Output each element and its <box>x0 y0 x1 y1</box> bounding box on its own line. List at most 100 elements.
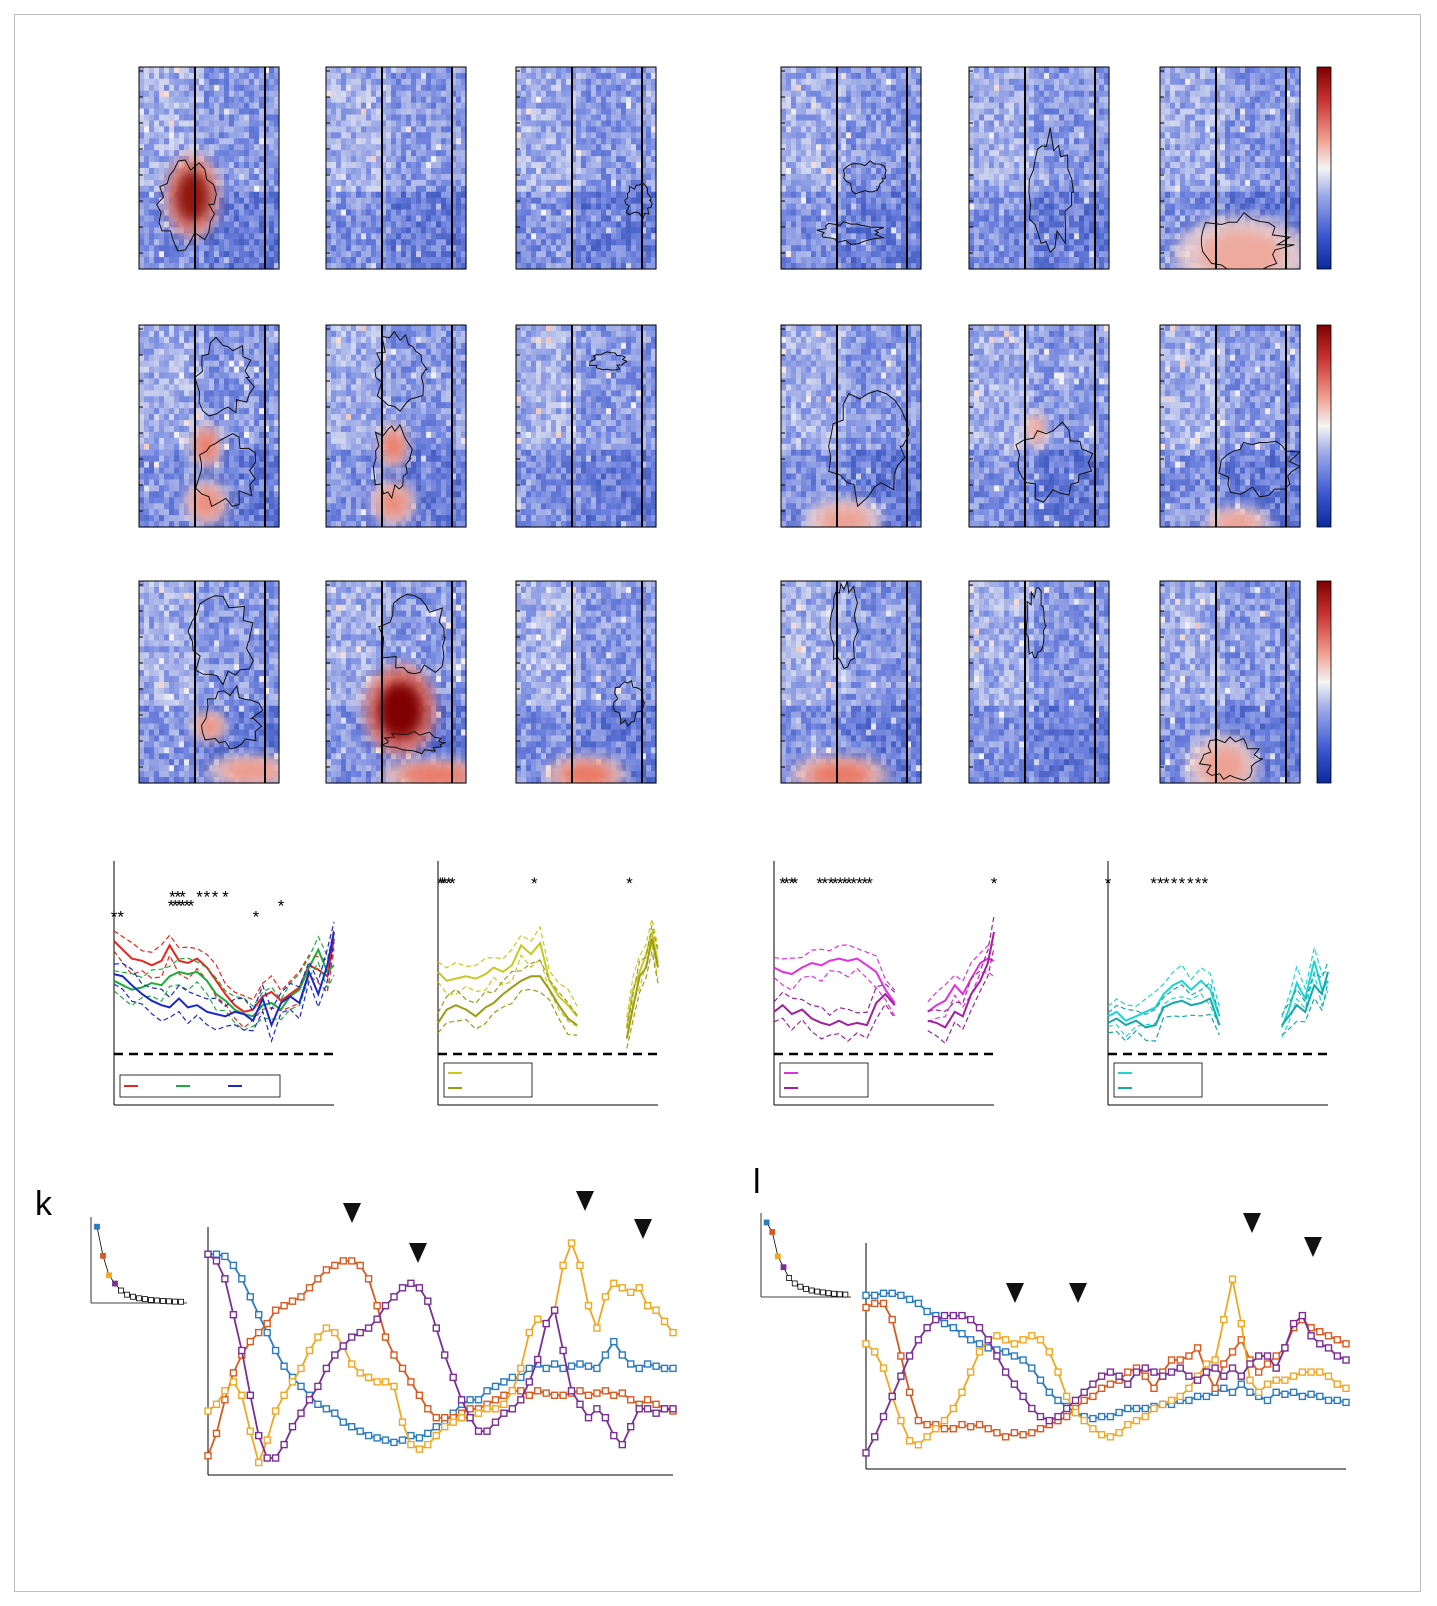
heatmap-cell <box>786 239 792 246</box>
heatmap-cell <box>1009 85 1015 92</box>
heatmap-cell <box>1064 67 1070 74</box>
heatmap-cell <box>841 192 847 199</box>
heatmap-cell <box>149 67 155 74</box>
heatmap-cell <box>581 126 587 133</box>
heatmap-cell <box>586 198 592 205</box>
heatmap-cell <box>616 150 622 157</box>
heatmap-cell <box>876 168 882 175</box>
heatmap-cell <box>1099 132 1105 139</box>
heatmap-cell <box>356 186 362 193</box>
heatmap-cell <box>591 204 597 211</box>
heatmap-cell <box>616 251 622 258</box>
heatmap-cell <box>556 144 562 151</box>
heatmap-cell <box>621 126 627 133</box>
heatmap-cell <box>219 168 225 175</box>
heatmap-cell <box>591 233 597 240</box>
heatmap-cell <box>974 192 980 199</box>
heatmap-cell <box>456 67 462 74</box>
heatmap-cell <box>541 210 547 217</box>
heatmap-cell <box>871 210 877 217</box>
heatmap-cell <box>209 138 215 145</box>
heatmap-cell <box>164 79 170 86</box>
heatmap-cell <box>561 180 567 187</box>
heatmap-cell <box>1089 180 1095 187</box>
heatmap-cell <box>149 97 155 104</box>
heatmap-cell <box>796 162 802 169</box>
heatmap-cell <box>159 162 165 169</box>
heatmap-cell <box>1039 168 1045 175</box>
heatmap-cell <box>999 251 1005 258</box>
heatmap-cell <box>406 251 412 258</box>
heatmap-cell <box>259 150 265 157</box>
heatmap-cell <box>1009 109 1015 116</box>
heatmap-cell <box>816 73 822 80</box>
heatmap-cell <box>1059 198 1065 205</box>
heatmap-cell <box>781 91 787 98</box>
heatmap-cell <box>1009 233 1015 240</box>
heatmap-cell <box>616 103 622 110</box>
heatmap-cell <box>269 204 275 211</box>
heatmap-cell <box>974 138 980 145</box>
heatmap-cell <box>356 73 362 80</box>
heatmap-cell <box>149 174 155 181</box>
heatmap-cell <box>254 216 260 223</box>
heatmap-cell <box>561 227 567 234</box>
heatmap-cell <box>239 120 245 127</box>
heatmap-cell <box>1004 227 1010 234</box>
heatmap-cell <box>541 79 547 86</box>
heatmap-cell <box>1069 239 1075 246</box>
heatmap-cell <box>1084 103 1090 110</box>
heatmap-cell <box>214 103 220 110</box>
heatmap-cell <box>1089 91 1095 98</box>
heatmap-cell <box>411 85 417 92</box>
heatmap-cell <box>1225 67 1231 74</box>
heatmap-cell <box>851 79 857 86</box>
heatmap-cell <box>886 233 892 240</box>
heatmap-cell <box>1160 79 1166 86</box>
heatmap-cell <box>406 168 412 175</box>
heatmap-cell <box>214 257 220 264</box>
heatmap-cell <box>581 168 587 175</box>
heatmap-cell <box>901 144 907 151</box>
heatmap-cell <box>346 233 352 240</box>
heatmap-cell <box>239 216 245 223</box>
heatmap-cell <box>341 257 347 264</box>
heatmap-cell <box>224 180 230 187</box>
heatmap-cell <box>546 103 552 110</box>
heatmap-cell <box>871 132 877 139</box>
heatmap-cell <box>254 245 260 252</box>
heatmap-cell <box>1089 144 1095 151</box>
heatmap-cell <box>376 216 382 223</box>
heatmap-cell <box>796 67 802 74</box>
heatmap-cell <box>1034 198 1040 205</box>
heatmap-cell <box>144 216 150 223</box>
heatmap-cell <box>456 180 462 187</box>
heatmap-cell <box>1074 186 1080 193</box>
heatmap-cell <box>911 79 917 86</box>
heatmap-cell <box>154 180 160 187</box>
heatmap-cell <box>611 204 617 211</box>
heatmap-cell <box>154 257 160 264</box>
heatmap-cell <box>781 132 787 139</box>
heatmap-cell <box>811 150 817 157</box>
heatmap-cell <box>346 144 352 151</box>
heatmap-cell <box>881 192 887 199</box>
heatmap-cell <box>861 156 867 163</box>
heatmap-cell <box>856 150 862 157</box>
heatmap-cell <box>229 115 235 122</box>
heatmap-cell <box>521 91 527 98</box>
heatmap-cell <box>591 162 597 169</box>
heatmap-cell <box>556 97 562 104</box>
heatmap-cell <box>556 162 562 169</box>
heatmap-cell <box>521 79 527 86</box>
heatmap-cell <box>1069 162 1075 169</box>
heatmap-cell <box>436 221 442 228</box>
heatmap-cell <box>816 150 822 157</box>
heatmap-cell <box>596 132 602 139</box>
heatmap-cell <box>596 210 602 217</box>
heatmap-cell <box>1044 103 1050 110</box>
heatmap-cell <box>896 85 902 92</box>
heatmap-cell <box>536 79 542 86</box>
heatmap-cell <box>174 233 180 240</box>
heatmap-cell <box>831 192 837 199</box>
